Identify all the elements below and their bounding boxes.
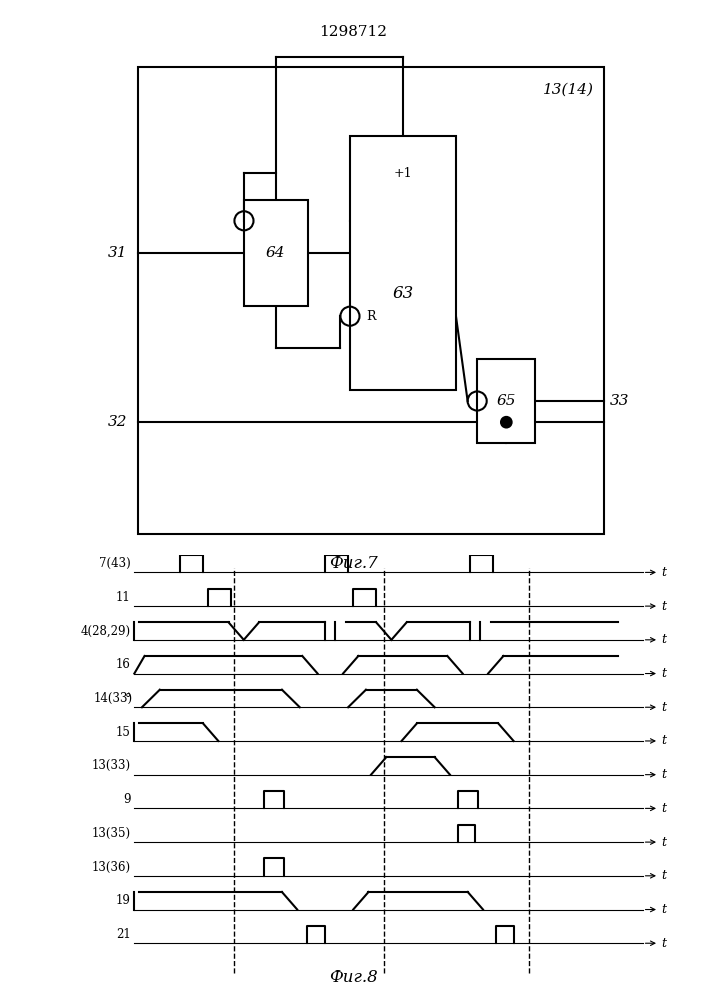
Text: t: t	[661, 869, 666, 882]
Text: Фиг.8: Фиг.8	[329, 969, 378, 986]
Text: 14(33): 14(33)	[94, 692, 133, 705]
Text: 63: 63	[392, 285, 414, 302]
Text: 13(36): 13(36)	[92, 861, 131, 874]
Text: t: t	[661, 701, 666, 714]
Text: 13(14): 13(14)	[543, 83, 594, 97]
Text: 16: 16	[116, 658, 131, 671]
Text: t: t	[661, 903, 666, 916]
Bar	[244, 200, 308, 306]
Text: t: t	[661, 734, 666, 747]
Text: 32: 32	[108, 415, 127, 429]
Text: +1: +1	[394, 167, 412, 180]
Bar	[138, 67, 604, 534]
Text: 64: 64	[266, 246, 286, 260]
Text: t: t	[661, 633, 666, 646]
Text: 13(33): 13(33)	[92, 759, 131, 772]
Text: t: t	[661, 836, 666, 849]
Text: t: t	[661, 667, 666, 680]
Text: t: t	[661, 937, 666, 950]
Text: 1298712: 1298712	[320, 25, 387, 39]
Text: t: t	[661, 802, 666, 815]
Text: 65: 65	[496, 394, 516, 408]
Text: 4(28,29): 4(28,29)	[81, 625, 131, 638]
Text: t: t	[661, 768, 666, 781]
Text: 7(43): 7(43)	[99, 557, 131, 570]
Text: t: t	[661, 566, 666, 579]
Text: 33: 33	[609, 394, 629, 408]
Text: R: R	[366, 310, 375, 323]
Text: 13(35): 13(35)	[92, 827, 131, 840]
Text: t: t	[661, 600, 666, 613]
Bar	[477, 359, 535, 443]
Text: 19: 19	[116, 894, 131, 907]
Bar	[350, 136, 456, 390]
Circle shape	[501, 417, 512, 428]
Text: 9: 9	[123, 793, 131, 806]
Text: Фиг.7: Фиг.7	[329, 555, 378, 572]
Text: 31: 31	[108, 246, 127, 260]
Text: 11: 11	[116, 591, 131, 604]
Text: 21: 21	[116, 928, 131, 941]
Text: 15: 15	[116, 726, 131, 739]
Text: °: °	[124, 692, 131, 705]
